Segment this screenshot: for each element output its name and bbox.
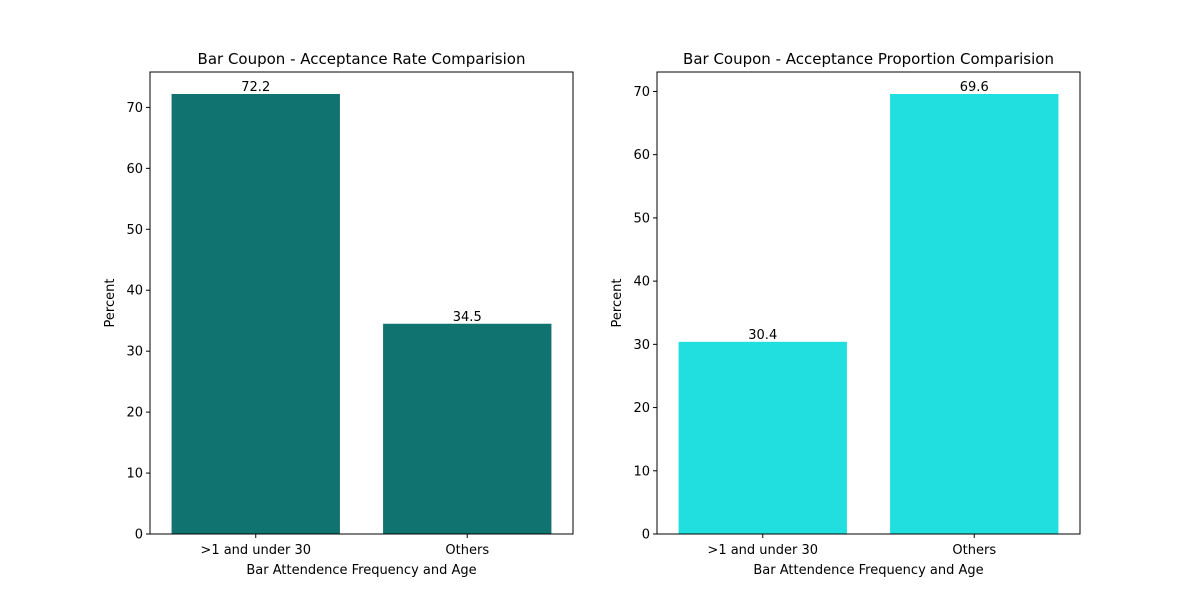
data-label: 69.6 (960, 80, 989, 95)
y-tick-label: 60 (633, 148, 650, 163)
y-axis-label: Percent (103, 279, 118, 328)
y-tick-label: 0 (135, 528, 143, 543)
y-tick-label: 20 (633, 401, 650, 416)
bar (678, 341, 847, 534)
y-tick-label: 10 (633, 464, 650, 479)
y-tick-label: 60 (126, 162, 143, 177)
y-tick-label: 50 (126, 223, 143, 238)
y-tick-label: 40 (126, 284, 143, 299)
x-tick-label: Others (445, 543, 489, 558)
y-tick-label: 40 (633, 275, 650, 290)
bar (171, 94, 340, 534)
chart-title: Bar Coupon - Acceptance Proportion Compa… (683, 50, 1054, 68)
x-tick-label: >1 and under 30 (200, 543, 311, 558)
x-tick-label: >1 and under 30 (707, 543, 818, 558)
bar (383, 323, 552, 534)
y-tick-label: 0 (642, 528, 650, 543)
x-axis-label: Bar Attendence Frequency and Age (246, 563, 476, 578)
axes-frame (656, 71, 1081, 535)
y-tick-label: 20 (126, 406, 143, 421)
axes-frame (149, 71, 574, 535)
y-tick-label: 30 (126, 345, 143, 360)
y-tick-label: 70 (633, 85, 650, 100)
x-axis-label: Bar Attendence Frequency and Age (753, 563, 983, 578)
y-tick-label: 70 (126, 101, 143, 116)
y-axis-label: Percent (610, 279, 625, 328)
y-tick-label: 30 (633, 338, 650, 353)
y-tick-label: 50 (633, 211, 650, 226)
bar (890, 94, 1059, 534)
chart-acceptance-rate: Bar Coupon - Acceptance Rate Comparision… (103, 50, 574, 578)
chart-title: Bar Coupon - Acceptance Rate Comparision (198, 50, 526, 68)
data-label: 34.5 (453, 310, 482, 325)
y-tick-label: 10 (126, 467, 143, 482)
chart-acceptance-proportion: Bar Coupon - Acceptance Proportion Compa… (610, 50, 1081, 578)
data-label: 30.4 (748, 328, 777, 343)
data-label: 72.2 (241, 80, 270, 95)
x-tick-label: Others (952, 543, 996, 558)
